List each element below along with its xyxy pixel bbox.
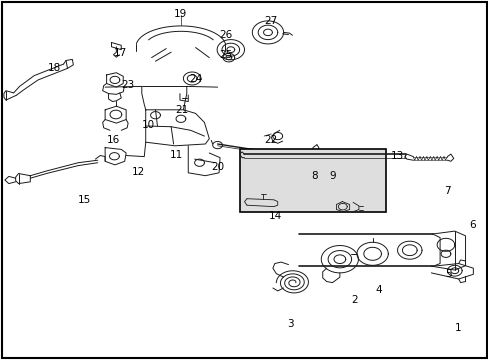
Text: 10: 10 — [142, 120, 155, 130]
Text: 12: 12 — [132, 167, 145, 177]
Text: 5: 5 — [444, 269, 451, 279]
Bar — [239, 149, 386, 212]
Text: 16: 16 — [106, 135, 120, 145]
Text: 21: 21 — [175, 105, 188, 115]
Text: 1: 1 — [454, 323, 461, 333]
Text: 3: 3 — [286, 319, 293, 329]
Text: 19: 19 — [174, 9, 187, 19]
Text: 25: 25 — [219, 50, 232, 60]
Text: 20: 20 — [211, 162, 224, 172]
Text: 7: 7 — [443, 186, 450, 196]
Text: 24: 24 — [189, 74, 203, 84]
Text: 9: 9 — [328, 171, 335, 181]
Text: 23: 23 — [121, 80, 134, 90]
Text: 4: 4 — [375, 285, 382, 295]
Text: 6: 6 — [468, 220, 475, 230]
Text: 8: 8 — [310, 171, 317, 181]
Text: 18: 18 — [48, 63, 61, 73]
Text: 26: 26 — [219, 30, 232, 40]
Text: 11: 11 — [170, 150, 183, 160]
Text: 14: 14 — [268, 211, 282, 221]
Text: 2: 2 — [350, 294, 357, 305]
Text: 27: 27 — [264, 16, 277, 26]
Text: 15: 15 — [77, 195, 91, 205]
Text: 22: 22 — [264, 135, 277, 145]
Text: 17: 17 — [113, 48, 126, 58]
Text: 13: 13 — [390, 150, 404, 161]
